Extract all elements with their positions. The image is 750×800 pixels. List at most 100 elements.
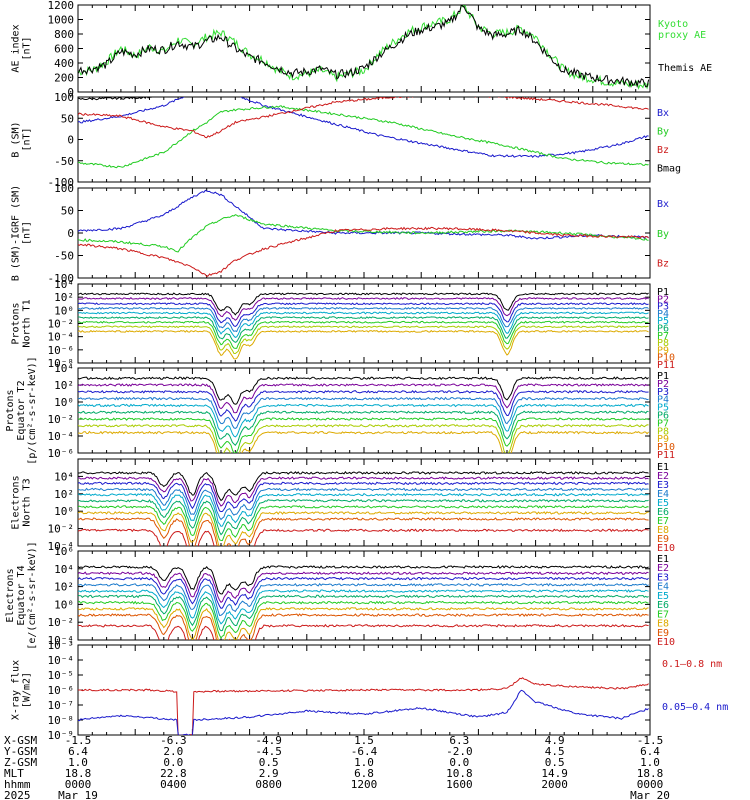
y-axis-label: North T1 [22, 299, 33, 347]
footer-value: 6.4 [68, 745, 88, 758]
footer-value: 0800 [255, 778, 282, 791]
legend-label: P2 [657, 379, 669, 390]
legend-label: Bz [657, 145, 669, 156]
series-line-bz [78, 226, 649, 277]
y-tick-label: 10⁴ [54, 278, 74, 291]
series-line-e2 [78, 476, 649, 507]
panel-8: 10⁻⁹ 10⁻⁸ 10⁻⁷ 10⁻⁶ 10⁻⁵ 10⁻⁴ 10⁻³ X-ray flux [W… [11, 639, 729, 742]
y-tick-label: 10⁴ [54, 362, 74, 375]
footer-value: 0.5 [259, 756, 279, 769]
y-tick-label: 100 [54, 91, 74, 104]
series-line-e2 [78, 571, 649, 603]
footer-row-label: Z-GSM [4, 756, 37, 769]
panel-2: -100 -50 0 50 100 B (SM) [nT] Bx By Bz Bmag [11, 91, 682, 189]
y-axis-label: [e/(cm²-s-sr-keV)] [27, 541, 38, 649]
y-axis-label: Protons [5, 389, 16, 431]
legend-label: E9 [657, 628, 669, 639]
y-axis-label: [nT] [22, 221, 33, 245]
footer-value: 18.8 [65, 767, 92, 780]
legend-label: E2 [657, 471, 669, 482]
footer-value: 1.0 [68, 756, 88, 769]
legend-label: Bx [657, 199, 669, 210]
y-tick-label: 400 [54, 57, 74, 70]
legend-label: E8 [657, 525, 669, 536]
legend-label: Bz [657, 259, 669, 270]
series-line-p9 [78, 430, 649, 453]
series-line-bx [78, 97, 649, 158]
y-tick-label: 10⁻² [48, 523, 75, 536]
panel-5: 10⁻⁶ 10⁻⁴ 10⁻² 10⁰ 10² 10⁴ Protons Equator T2 [p… [5, 356, 675, 464]
series-line-e5 [78, 589, 649, 625]
legend-label: 0.1–0.8 nm [662, 659, 722, 670]
y-tick-label: 10⁰ [54, 598, 74, 611]
legend-label: P4 [657, 309, 669, 320]
legend-label: P10 [657, 353, 675, 364]
legend-label: E6 [657, 600, 669, 611]
legend-label: P8 [657, 338, 669, 349]
footer-value: 6.8 [354, 767, 374, 780]
y-tick-label: 10⁻⁴ [48, 430, 75, 443]
footer-ephemeris: X-GSMY-GSMZ-GSMMLThhmm2025-1.56.41.018.8… [4, 734, 670, 800]
footer-value: 1.5 [354, 734, 374, 747]
legend-label: P2 [657, 294, 669, 305]
legend-label: E10 [657, 637, 675, 648]
y-tick-label: 600 [54, 43, 74, 56]
series-line-themis-ae [78, 5, 650, 88]
footer-value: 4.9 [545, 734, 565, 747]
y-tick-label: 10⁻⁵ [48, 669, 75, 682]
series-line-e5 [78, 492, 649, 527]
y-tick-label: 10² [54, 291, 74, 304]
y-tick-label: 10⁻² [48, 318, 75, 331]
legend-label: P11 [657, 360, 675, 371]
y-tick-label: 10⁻⁶ [48, 684, 75, 697]
legend-label: E6 [657, 507, 669, 518]
footer-value: 10.8 [446, 767, 473, 780]
footer-value: Mar 20 [630, 789, 670, 800]
y-axis-label: B (SM) [11, 121, 22, 157]
series-line-p8 [78, 325, 649, 355]
footer-value: 18.8 [637, 767, 664, 780]
series-line-p3 [78, 302, 649, 327]
footer-value: 4.5 [545, 745, 565, 758]
legend-label: Kyoto [658, 19, 688, 30]
legend-label: E1 [657, 462, 669, 473]
y-axis-label: Equator T2 [16, 380, 27, 440]
series-line-bx [78, 189, 649, 240]
legend-label: E3 [657, 572, 669, 583]
y-tick-label: 10⁻³ [48, 639, 75, 652]
series-line-e7 [78, 600, 649, 639]
series-line-p2 [78, 296, 649, 321]
series-line-p7 [78, 417, 649, 453]
y-tick-label: 1000 [48, 14, 75, 27]
footer-row-label: hhmm [4, 778, 31, 791]
y-tick-label: 10² [54, 488, 74, 501]
legend-label: E5 [657, 591, 669, 602]
y-tick-label: 10⁴ [54, 470, 74, 483]
legend-label: Themis AE [658, 63, 712, 74]
footer-value: 0.0 [449, 756, 469, 769]
footer-value: 1.0 [640, 756, 660, 769]
series-line-0-05-0-4-nm [78, 689, 649, 735]
y-axis-label: Electrons [5, 568, 16, 622]
legend-label: E4 [657, 582, 669, 593]
footer-value: 2000 [541, 778, 568, 791]
legend-label: P11 [657, 450, 675, 461]
series-line-e3 [78, 576, 649, 609]
series-line-e4 [78, 487, 649, 521]
y-tick-label: 10⁻⁶ [48, 344, 75, 357]
series-line-p2 [78, 383, 649, 414]
y-tick-label: 10⁻⁴ [48, 634, 75, 647]
series-line-e10 [78, 623, 649, 640]
y-axis-label: AE index [11, 24, 22, 72]
series-line-p5 [78, 311, 649, 338]
y-tick-label: 10⁶ [54, 545, 74, 558]
series-line-bz [78, 97, 649, 139]
panel-6: 10⁻⁴ 10⁻² 10⁰ 10² 10⁴ Electrons North T3 E1E2E3… [11, 458, 675, 554]
footer-value: 6.4 [640, 745, 660, 758]
series-line-p4 [78, 396, 649, 429]
legend-label: E4 [657, 489, 669, 500]
series-line-p9 [78, 329, 649, 360]
footer-value: 1.0 [354, 756, 374, 769]
